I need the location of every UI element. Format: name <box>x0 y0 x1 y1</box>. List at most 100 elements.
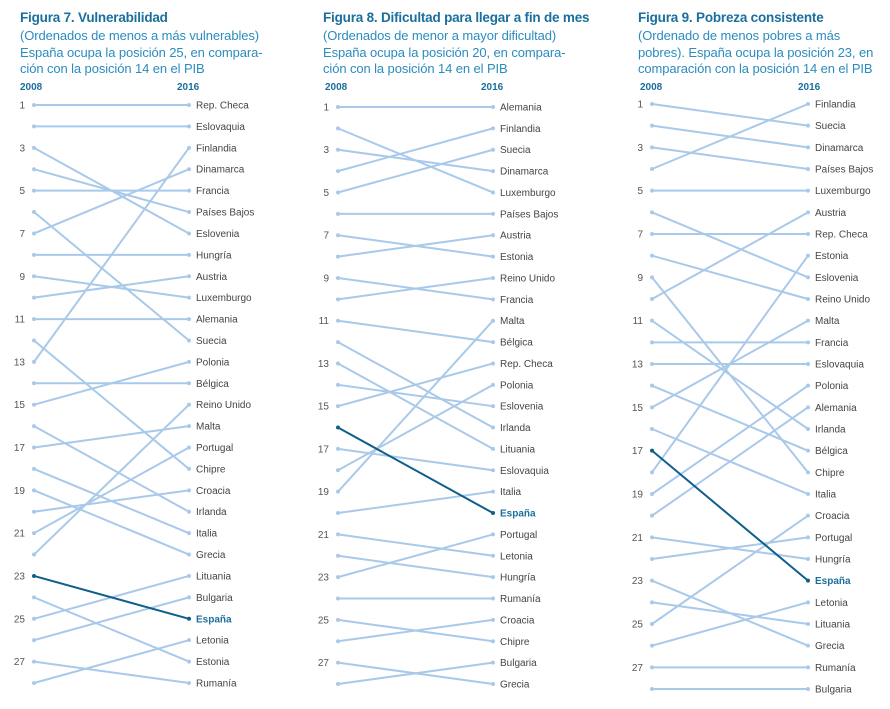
slope-line <box>651 146 809 170</box>
country-label: Bulgaria <box>500 658 537 669</box>
slope-line <box>33 211 190 342</box>
country-label: Rep. Checa <box>196 101 249 112</box>
end-point <box>491 211 495 216</box>
end-point <box>806 188 810 193</box>
slope-line <box>337 447 494 472</box>
country-label: Eslovenia <box>815 273 859 284</box>
country-label: Suecia <box>500 145 531 156</box>
end-point <box>806 210 810 215</box>
start-point <box>32 531 36 536</box>
country-label: Austria <box>815 208 847 219</box>
slope-line <box>337 234 494 258</box>
start-point <box>650 513 654 518</box>
slope-line <box>337 276 494 301</box>
end-point <box>187 381 191 386</box>
country-label: Eslovaquia <box>500 466 549 477</box>
slope-line <box>337 148 494 194</box>
figure-9-end-year: 2016 <box>798 82 821 93</box>
end-point <box>491 254 495 259</box>
end-point <box>806 578 810 583</box>
country-label: Francia <box>196 186 230 197</box>
end-point <box>491 190 495 195</box>
country-label: Suecia <box>815 121 846 132</box>
country-label: España <box>500 509 536 520</box>
start-point <box>336 318 340 323</box>
country-label: Alemania <box>815 403 857 414</box>
rank-tick-label: 9 <box>637 273 643 284</box>
start-point <box>32 381 36 386</box>
figure-7-title: Figura 7. Vulnerabilidad <box>20 10 168 25</box>
end-point <box>491 126 495 131</box>
country-label: Portugal <box>500 530 537 541</box>
end-point <box>187 124 191 129</box>
rank-tick-label: 19 <box>632 490 644 501</box>
start-point <box>650 340 654 345</box>
start-point <box>650 297 654 301</box>
rank-tick-label: 23 <box>632 576 644 587</box>
country-label: Polonia <box>196 357 230 368</box>
start-point <box>32 317 36 322</box>
country-label: Países Bajos <box>500 209 558 220</box>
country-label: Eslovaquia <box>196 122 245 133</box>
start-point <box>336 532 340 537</box>
start-point <box>32 338 36 343</box>
start-point <box>32 595 36 600</box>
rank-tick-label: 17 <box>14 443 26 454</box>
end-point <box>187 231 191 236</box>
country-label: Eslovaquia <box>815 360 864 371</box>
end-point <box>491 489 495 494</box>
end-point <box>491 617 495 622</box>
start-point <box>32 509 36 514</box>
rank-tick-label: 21 <box>318 530 330 541</box>
highlight-slope-line <box>33 574 190 620</box>
end-point <box>806 687 810 691</box>
end-point <box>806 362 810 366</box>
end-point <box>187 210 191 215</box>
slope-line <box>337 618 494 643</box>
country-label: Chipre <box>815 468 845 479</box>
country-label: Francia <box>500 295 534 306</box>
end-point <box>491 596 495 601</box>
slope-line <box>651 536 809 560</box>
end-point <box>491 446 495 451</box>
end-point <box>187 681 191 685</box>
start-point <box>32 252 36 257</box>
end-point <box>806 643 810 648</box>
start-point <box>32 103 36 107</box>
end-point <box>187 402 191 407</box>
end-point <box>806 665 810 670</box>
country-label: Hungría <box>500 573 536 584</box>
country-label: Hungría <box>815 555 851 566</box>
end-point <box>806 427 810 431</box>
end-point <box>806 167 810 171</box>
end-point <box>806 600 810 605</box>
rank-tick-label: 5 <box>637 186 643 197</box>
rank-tick-label: 19 <box>14 486 26 497</box>
country-label: Rumanía <box>196 679 237 690</box>
figure-8-title: Figura 8. Dificultad para llegar a fin d… <box>323 10 590 25</box>
figure-9-plot: 13579111315171921232527FinlandiaSueciaDi… <box>632 100 874 696</box>
rank-tick-label: 7 <box>323 231 329 242</box>
end-point <box>187 445 191 450</box>
country-label: Finlandia <box>196 143 237 154</box>
country-label: Dinamarca <box>815 143 864 154</box>
end-point <box>806 318 810 323</box>
end-point <box>491 404 495 409</box>
slope-line <box>651 428 809 495</box>
end-point <box>187 616 191 621</box>
start-point <box>32 552 36 557</box>
slope-line <box>651 601 809 647</box>
slope-line <box>651 254 809 300</box>
start-point <box>650 275 654 280</box>
start-point <box>650 600 654 605</box>
rank-tick-label: 25 <box>318 615 330 626</box>
country-label: Polonia <box>500 380 534 391</box>
figure-8-start-year: 2008 <box>325 82 348 93</box>
slope-line <box>337 533 494 579</box>
country-label: Croacia <box>196 486 231 497</box>
end-point <box>491 361 495 366</box>
start-point <box>336 404 340 409</box>
rank-tick-label: 1 <box>19 101 25 112</box>
end-point <box>491 275 495 280</box>
end-point <box>491 382 495 387</box>
